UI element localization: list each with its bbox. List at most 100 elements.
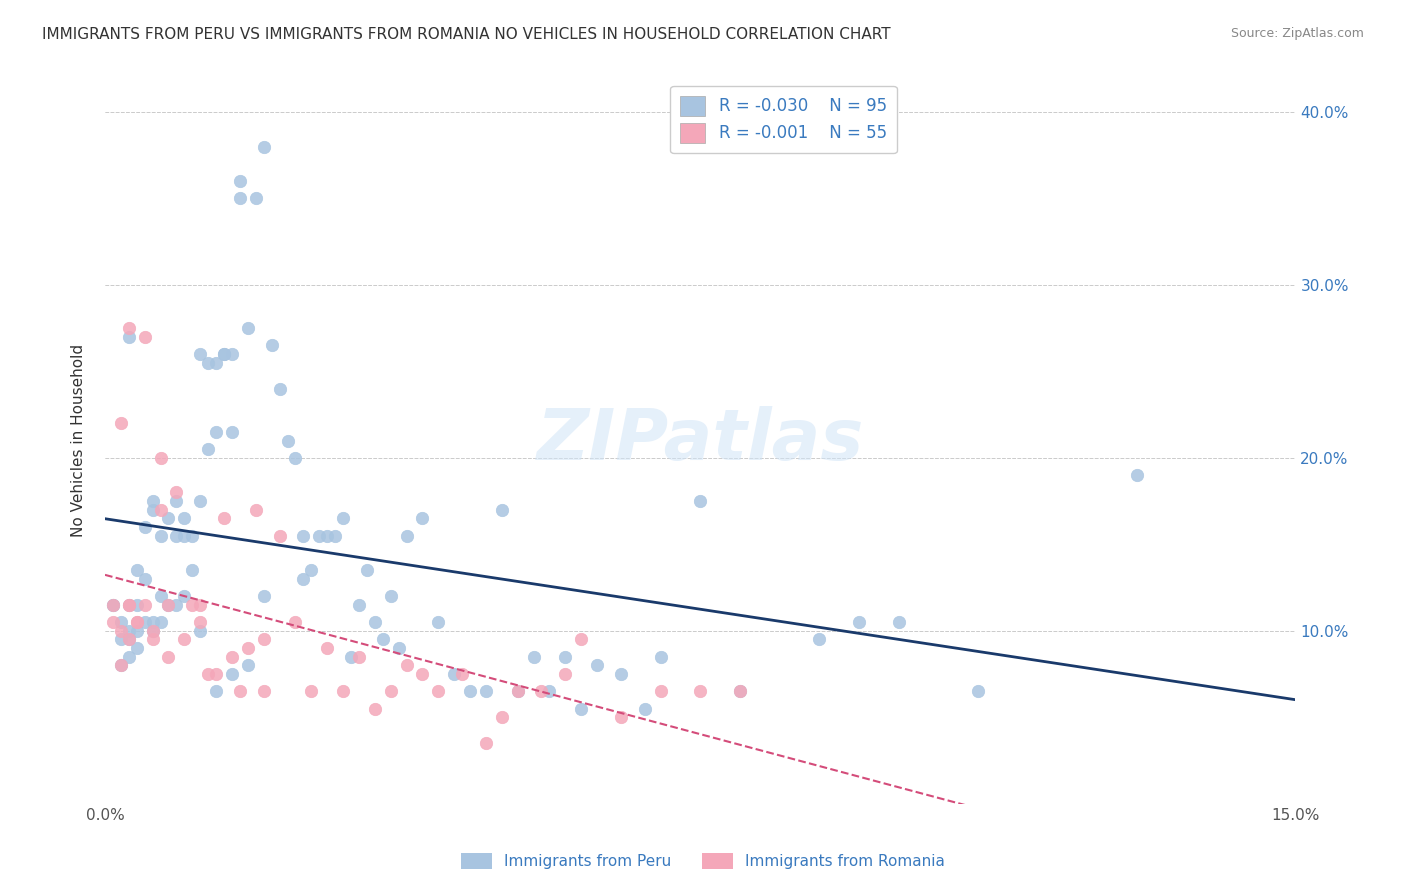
Point — [125, 598, 148, 612]
Point — [253, 589, 276, 603]
Point — [188, 624, 211, 638]
Point — [134, 572, 156, 586]
Point — [197, 356, 219, 370]
Point — [808, 632, 831, 647]
Point — [569, 701, 592, 715]
Point — [110, 615, 132, 629]
Point — [118, 624, 141, 638]
Point — [610, 667, 633, 681]
Point — [181, 598, 204, 612]
Point — [728, 684, 751, 698]
Point — [125, 640, 148, 655]
Point — [411, 511, 433, 525]
Point — [188, 615, 211, 629]
Point — [188, 347, 211, 361]
Point — [134, 615, 156, 629]
Point — [650, 649, 672, 664]
Point — [340, 649, 363, 664]
Point — [316, 640, 339, 655]
Point — [229, 191, 252, 205]
Point — [188, 494, 211, 508]
Point — [229, 684, 252, 698]
Point — [364, 615, 387, 629]
Point — [277, 434, 299, 448]
Point — [142, 615, 165, 629]
Point — [284, 615, 307, 629]
Point — [245, 191, 267, 205]
Point — [506, 684, 529, 698]
Point — [554, 649, 576, 664]
Point — [689, 494, 711, 508]
Point — [284, 450, 307, 465]
Point — [197, 667, 219, 681]
Point — [1125, 468, 1147, 483]
Point — [212, 347, 235, 361]
Point — [269, 382, 291, 396]
Point — [197, 442, 219, 457]
Point — [229, 174, 252, 188]
Point — [451, 667, 474, 681]
Point — [221, 667, 243, 681]
Point — [371, 632, 394, 647]
Point — [142, 494, 165, 508]
Point — [395, 658, 418, 673]
Point — [110, 624, 132, 638]
Point — [634, 701, 657, 715]
Point — [316, 528, 339, 542]
Point — [157, 598, 180, 612]
Point — [299, 563, 322, 577]
Point — [253, 139, 276, 153]
Point — [728, 684, 751, 698]
Point — [205, 356, 228, 370]
Point — [142, 502, 165, 516]
Point — [212, 511, 235, 525]
Point — [173, 589, 195, 603]
Point — [443, 667, 465, 681]
Point — [125, 615, 148, 629]
Point — [427, 615, 450, 629]
Point — [650, 684, 672, 698]
Point — [253, 684, 276, 698]
Point — [395, 528, 418, 542]
Point — [364, 701, 387, 715]
Point — [149, 502, 172, 516]
Point — [205, 667, 228, 681]
Point — [142, 632, 165, 647]
Point — [689, 684, 711, 698]
Point — [380, 684, 402, 698]
Point — [380, 589, 402, 603]
Point — [149, 450, 172, 465]
Point — [134, 330, 156, 344]
Point — [292, 572, 315, 586]
Text: Source: ZipAtlas.com: Source: ZipAtlas.com — [1230, 27, 1364, 40]
Point — [253, 632, 276, 647]
Point — [610, 710, 633, 724]
Point — [221, 649, 243, 664]
Point — [538, 684, 561, 698]
Point — [212, 347, 235, 361]
Point — [388, 640, 411, 655]
Point — [245, 502, 267, 516]
Point — [165, 494, 187, 508]
Point — [491, 710, 513, 724]
Point — [347, 598, 370, 612]
Point — [125, 615, 148, 629]
Point — [118, 330, 141, 344]
Point — [181, 528, 204, 542]
Text: IMMIGRANTS FROM PERU VS IMMIGRANTS FROM ROMANIA NO VEHICLES IN HOUSEHOLD CORRELA: IMMIGRANTS FROM PERU VS IMMIGRANTS FROM … — [42, 27, 891, 42]
Point — [411, 667, 433, 681]
Point — [101, 598, 124, 612]
Point — [165, 528, 187, 542]
Point — [332, 511, 354, 525]
Point — [236, 640, 259, 655]
Point — [157, 598, 180, 612]
Point — [260, 338, 283, 352]
Point — [149, 589, 172, 603]
Legend: R = -0.030    N = 95, R = -0.001    N = 55: R = -0.030 N = 95, R = -0.001 N = 55 — [671, 86, 897, 153]
Point — [101, 615, 124, 629]
Point — [356, 563, 378, 577]
Point — [118, 598, 141, 612]
Point — [142, 624, 165, 638]
Point — [292, 528, 315, 542]
Point — [118, 598, 141, 612]
